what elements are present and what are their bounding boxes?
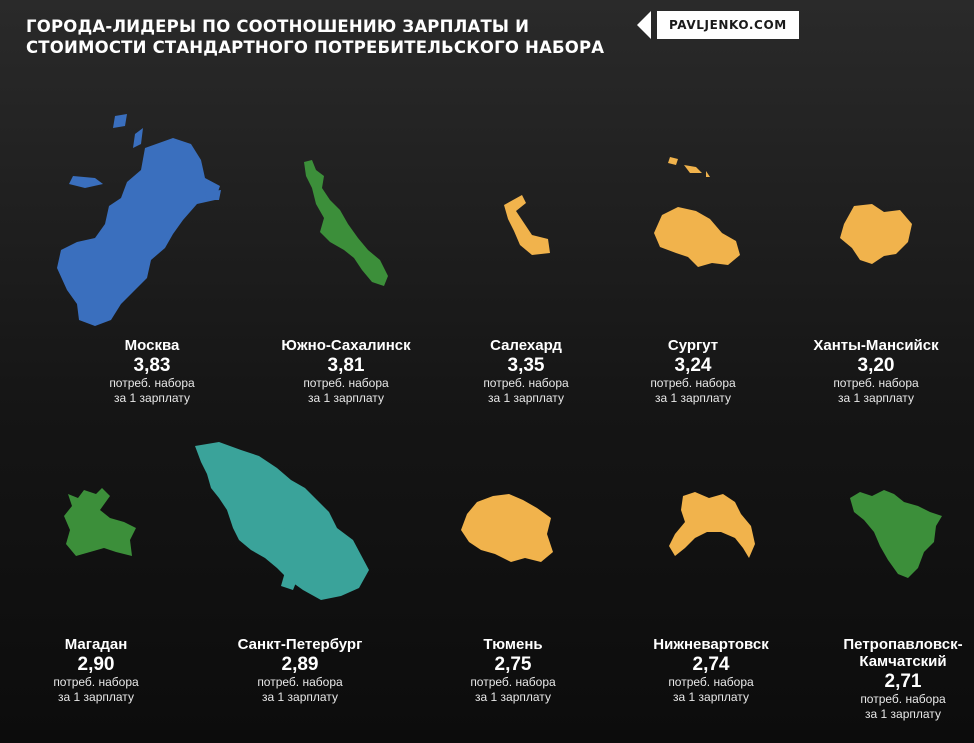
city-value: 2,89 bbox=[281, 654, 319, 675]
city-value: 2,74 bbox=[692, 654, 730, 675]
city-name: Сургут bbox=[667, 337, 719, 354]
city-name: Салехард bbox=[490, 337, 562, 354]
khanty-mansiysk-map-icon bbox=[840, 204, 912, 264]
city-value: 2,71 bbox=[884, 671, 922, 692]
magadan-map-icon bbox=[64, 488, 136, 556]
moscow-map-icon bbox=[57, 114, 221, 326]
city-value: 3,83 bbox=[133, 355, 171, 376]
city-caption-line1: потреб. набора bbox=[109, 376, 195, 390]
city-caption-line2: за 1 зарплату bbox=[58, 689, 134, 704]
city-name: Магадан bbox=[64, 636, 128, 653]
city-caption-line1: потреб. набора bbox=[483, 376, 569, 390]
city-card-nizhnevartovsk: Нижневартовск 2,74 потреб. набора за 1 з… bbox=[626, 636, 796, 704]
salekhard-map-icon bbox=[504, 195, 550, 255]
city-value: 3,35 bbox=[507, 355, 545, 376]
city-card-saint-petersburg: Санкт-Петербург 2,89 потреб. набора за 1… bbox=[215, 636, 385, 704]
city-caption-line2: за 1 зарплату bbox=[114, 390, 190, 405]
city-card-petropavlovsk-kamchatsky: Петропавловск- Камчатский 2,71 потреб. н… bbox=[818, 636, 974, 721]
city-name-line2: Камчатский bbox=[859, 653, 947, 670]
city-card-salekhard: Салехард 3,35 потреб. набора за 1 зарпла… bbox=[441, 337, 611, 405]
city-caption-line2: за 1 зарплату bbox=[838, 390, 914, 405]
brand-label: PAVLJENKO.COM bbox=[657, 11, 799, 39]
city-caption-line1: потреб. набора bbox=[303, 376, 389, 390]
saint-petersburg-map-icon bbox=[195, 442, 369, 600]
city-value: 2,75 bbox=[494, 654, 532, 675]
city-caption-line2: за 1 зарплату bbox=[262, 689, 338, 704]
city-name: Санкт-Петербург bbox=[237, 636, 363, 653]
city-value: 2,90 bbox=[77, 654, 115, 675]
city-caption-line1: потреб. набора bbox=[257, 675, 343, 689]
nizhnevartovsk-map-icon bbox=[669, 492, 755, 558]
city-card-khanty-mansiysk: Ханты-Мансийск 3,20 потреб. набора за 1 … bbox=[791, 337, 961, 405]
city-name: Южно-Сахалинск bbox=[281, 337, 411, 354]
city-name-line1: Петропавловск- bbox=[843, 636, 963, 653]
city-caption-line2: за 1 зарплату bbox=[488, 390, 564, 405]
city-card-moscow: Москва 3,83 потреб. набора за 1 зарплату bbox=[67, 337, 237, 405]
city-caption-line1: потреб. набора bbox=[470, 675, 556, 689]
city-value: 3,24 bbox=[674, 355, 712, 376]
city-name: Ханты-Мансийск bbox=[813, 337, 939, 354]
tyumen-map-icon bbox=[461, 494, 553, 562]
city-caption-line1: потреб. набора bbox=[650, 376, 736, 390]
city-caption-line2: за 1 зарплату bbox=[475, 689, 551, 704]
city-caption-line2: за 1 зарплату bbox=[673, 689, 749, 704]
city-caption-line1: потреб. набора bbox=[860, 692, 946, 706]
city-caption-line1: потреб. набора bbox=[833, 376, 919, 390]
brand-arrow-icon bbox=[637, 11, 651, 39]
brand-logo[interactable]: PAVLJENKO.COM bbox=[637, 11, 799, 39]
page-title: ГОРОДА-ЛИДЕРЫ ПО СООТНОШЕНИЮ ЗАРПЛАТЫ И … bbox=[26, 17, 605, 57]
city-card-yuzhno-sakhalinsk: Южно-Сахалинск 3,81 потреб. набора за 1 … bbox=[261, 337, 431, 405]
city-name: Нижневартовск bbox=[653, 636, 769, 653]
city-card-tyumen: Тюмень 2,75 потреб. набора за 1 зарплату bbox=[428, 636, 598, 704]
city-card-surgut: Сургут 3,24 потреб. набора за 1 зарплату bbox=[608, 337, 778, 405]
city-name: Москва bbox=[124, 337, 180, 354]
city-caption-line2: за 1 зарплату bbox=[308, 390, 384, 405]
city-card-magadan: Магадан 2,90 потреб. набора за 1 зарплат… bbox=[11, 636, 181, 704]
city-value: 3,20 bbox=[857, 355, 895, 376]
city-caption-line2: за 1 зарплату bbox=[655, 390, 731, 405]
yuzhno-sakhalinsk-map-icon bbox=[304, 160, 388, 286]
city-caption-line2: за 1 зарплату bbox=[865, 706, 941, 721]
petropavlovsk-kamchatsky-map-icon bbox=[850, 490, 942, 578]
city-name: Тюмень bbox=[483, 636, 543, 653]
city-value: 3,81 bbox=[327, 355, 365, 376]
city-caption-line1: потреб. набора bbox=[668, 675, 754, 689]
city-caption-line1: потреб. набора bbox=[53, 675, 139, 689]
surgut-map-icon bbox=[654, 157, 740, 267]
